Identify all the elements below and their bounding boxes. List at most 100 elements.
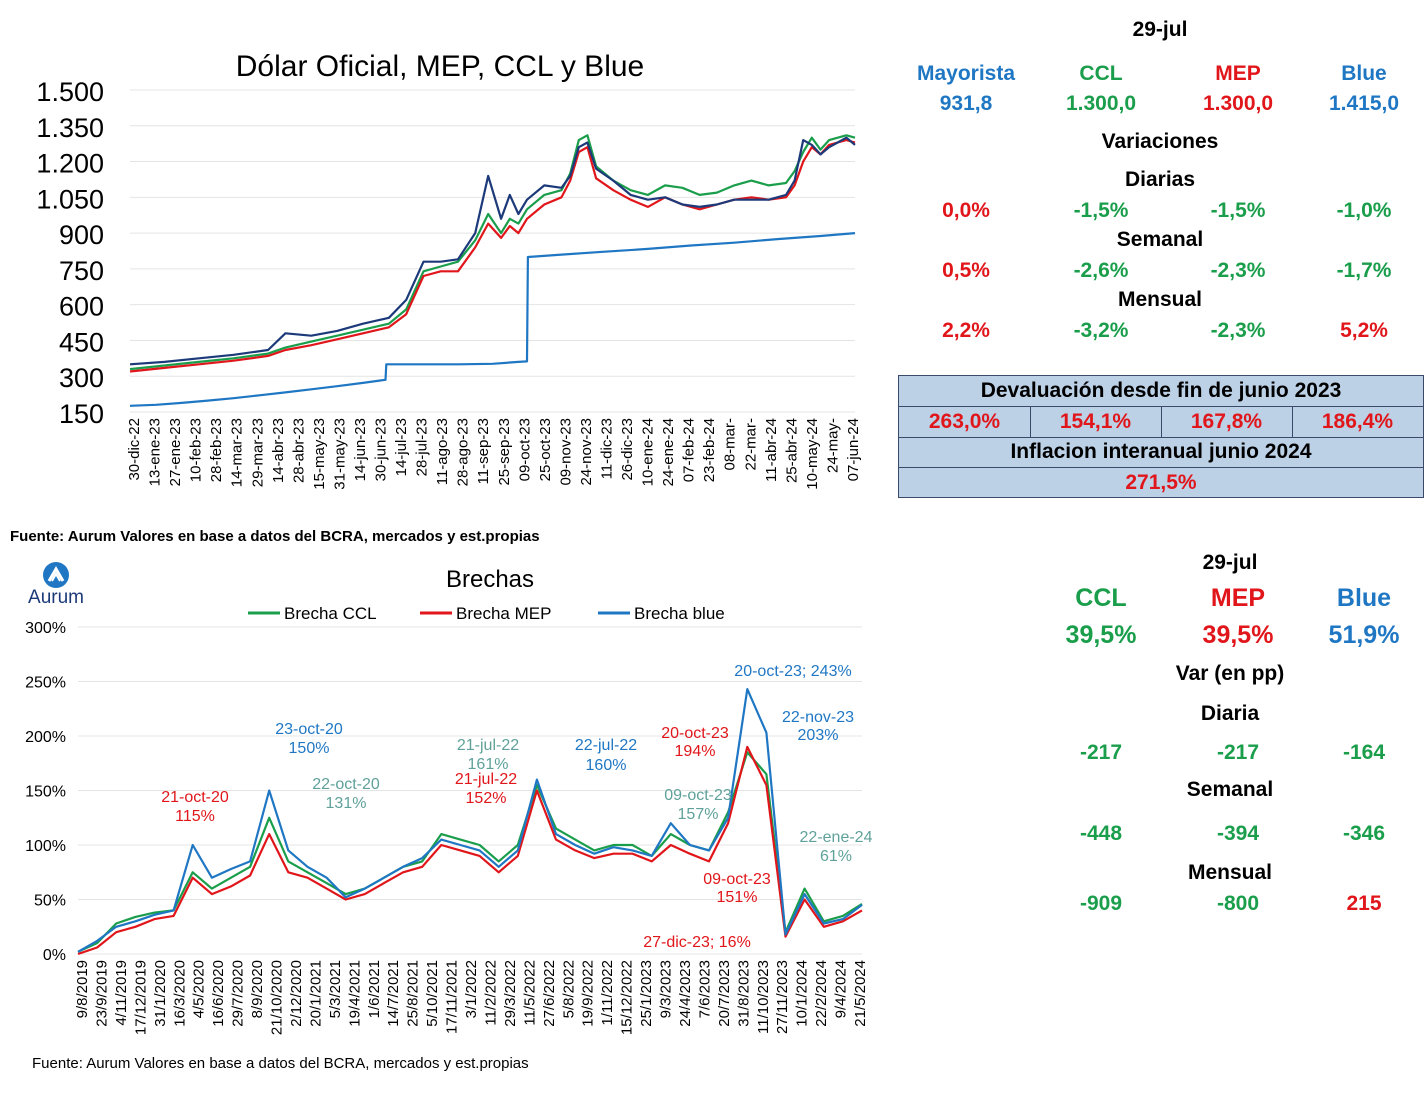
aurum-logo-icon xyxy=(43,562,69,588)
y-tick-label: 1.500 xyxy=(36,77,104,107)
value-mayorista: 931,8 xyxy=(939,92,993,115)
x-tick-label: 10/1/2024 xyxy=(794,960,811,1027)
source-note-bottom: Fuente: Aurum Valores en base a datos de… xyxy=(32,1055,529,1072)
x-tick-label: 24-nov-23 xyxy=(578,418,595,486)
annotation-label: 203% xyxy=(798,727,839,744)
x-tick-label: 30-jun-23 xyxy=(373,418,390,481)
diarias-label: Diarias xyxy=(1124,168,1196,191)
x-tick-label: 5/8/2022 xyxy=(560,960,577,1018)
y-tick-label: 50% xyxy=(34,893,66,910)
annotation-label: 131% xyxy=(326,795,367,812)
series-line-brecha-mep xyxy=(77,745,863,956)
x-tick-label: 24-may- xyxy=(824,418,841,473)
brecha-diaria-label: Diaria xyxy=(1200,702,1260,725)
annotation-label: 20-oct-23; 243% xyxy=(734,663,851,680)
value-mep: 1.300,0 xyxy=(1202,92,1274,115)
y-tick-label: 450 xyxy=(59,327,104,357)
x-tick-label: 19/4/2021 xyxy=(346,960,363,1027)
diaria-blue: -1,0% xyxy=(1336,199,1392,222)
diaria-mep: -1,5% xyxy=(1210,199,1266,222)
x-tick-label: 14-jul-23 xyxy=(393,418,410,476)
x-tick-label: 4/11/2019 xyxy=(113,960,130,1026)
y-tick-label: 150 xyxy=(59,399,104,429)
x-tick-label: 11-dic-23 xyxy=(598,418,615,479)
x-tick-label: 14-mar-23 xyxy=(229,418,246,487)
x-tick-label: 29-mar-23 xyxy=(249,418,266,487)
devaluacion-table: Devaluación desde fin de junio 2023 263,… xyxy=(898,375,1424,498)
x-tick-label: 14/7/2021 xyxy=(385,960,402,1027)
y-tick-label: 1.200 xyxy=(36,149,104,179)
brecha-diaria-mep: -217 xyxy=(1216,741,1260,764)
brecha-header-ccl: CCL xyxy=(1075,584,1127,612)
annotation-label: 157% xyxy=(678,806,719,823)
x-tick-label: 08-mar- xyxy=(722,418,739,471)
x-tick-label: 29/7/2020 xyxy=(230,960,247,1027)
inflacion-label: Inflacion interanual junio 2024 xyxy=(1010,440,1312,463)
annotation-label: 22-nov-23 xyxy=(782,709,854,726)
diaria-ccl: -1,5% xyxy=(1073,199,1129,222)
annotation-label: 21-jul-22 xyxy=(455,771,517,788)
annotation-label: 09-oct-23 xyxy=(703,871,771,888)
brecha-semanal-ccl: -448 xyxy=(1079,822,1123,845)
y-tick-label: 750 xyxy=(59,256,104,286)
y-tick-label: 250% xyxy=(25,675,66,692)
y-tick-label: 100% xyxy=(25,838,66,855)
series-line-brecha-blue xyxy=(77,688,863,953)
annotation-label: 21-jul-22 xyxy=(457,737,519,754)
x-tick-label: 1/6/2021 xyxy=(366,960,383,1018)
x-tick-label: 13-ene-23 xyxy=(147,418,164,486)
annotation-label: 115% xyxy=(175,808,215,825)
x-tick-label: 17/11/2021 xyxy=(444,960,461,1034)
x-tick-label: 4/5/2020 xyxy=(191,960,208,1018)
x-tick-label: 25-sep-23 xyxy=(496,418,513,486)
x-tick-label: 21/10/2020 xyxy=(269,960,286,1035)
devaluacion-label: Devaluación desde fin de junio 2023 xyxy=(980,379,1342,402)
annotation-label: 22-ene-24 xyxy=(800,829,873,846)
brecha-mensual-blue: 215 xyxy=(1346,892,1382,915)
brecha-semanal-label: Semanal xyxy=(1186,778,1274,801)
var-pp-label: Var (en pp) xyxy=(1175,662,1285,685)
x-tick-label: 15/12/2022 xyxy=(619,960,636,1035)
x-tick-label: 31/8/2023 xyxy=(735,960,752,1027)
aurum-logo: Aurum xyxy=(16,560,96,610)
x-tick-label: 16/6/2020 xyxy=(210,960,227,1027)
annotation-label: 20-oct-23 xyxy=(661,725,729,742)
x-tick-label: 23/9/2019 xyxy=(93,960,110,1027)
semanal-blue: -1,7% xyxy=(1336,259,1392,282)
x-tick-label: 23-feb-24 xyxy=(701,418,718,482)
semanal-label: Semanal xyxy=(1116,228,1204,251)
x-tick-label: 11/10/2023 xyxy=(755,960,772,1034)
x-tick-label: 10-ene-24 xyxy=(640,418,657,486)
inflacion-value: 271,5% xyxy=(1125,471,1197,494)
x-tick-label: 11-sep-23 xyxy=(475,418,492,484)
x-tick-label: 11/5/2022 xyxy=(521,960,538,1026)
header-mep: MEP xyxy=(1215,62,1261,85)
chart-title: Brechas xyxy=(446,566,534,593)
x-tick-label: 8/9/2020 xyxy=(249,960,266,1018)
annotation-label: 194% xyxy=(675,743,716,760)
panel-top-date: 29-jul xyxy=(1132,18,1188,41)
x-tick-label: 28-feb-23 xyxy=(208,418,225,482)
annotation-label: 150% xyxy=(289,740,330,757)
header-mayorista: Mayorista xyxy=(916,62,1016,85)
x-tick-label: 27/6/2022 xyxy=(541,960,558,1027)
x-tick-label: 30-dic-22 xyxy=(126,418,143,481)
y-tick-label: 1.350 xyxy=(36,113,104,143)
x-tick-label: 1/11/2022 xyxy=(599,960,616,1026)
y-tick-label: 900 xyxy=(59,220,104,250)
annotation-label: 161% xyxy=(468,756,509,773)
annotation-label: 22-jul-22 xyxy=(575,737,637,754)
x-tick-label: 10-feb-23 xyxy=(188,418,205,482)
y-tick-label: 1.050 xyxy=(36,184,104,214)
x-tick-label: 21/5/2024 xyxy=(852,960,869,1027)
x-tick-label: 07-jun-24 xyxy=(845,418,862,481)
x-tick-label: 22-mar- xyxy=(742,418,759,471)
y-tick-label: 600 xyxy=(59,292,104,322)
semanal-mayorista: 0,5% xyxy=(942,259,990,282)
x-tick-label: 9/8/2019 xyxy=(74,960,91,1018)
mensual-ccl: -3,2% xyxy=(1073,319,1129,342)
annotation-label: 21-oct-20 xyxy=(161,789,229,806)
x-tick-label: 15-may-23 xyxy=(311,418,328,490)
x-tick-label: 28-jul-23 xyxy=(414,418,431,476)
annotation-label: 152% xyxy=(466,790,507,807)
